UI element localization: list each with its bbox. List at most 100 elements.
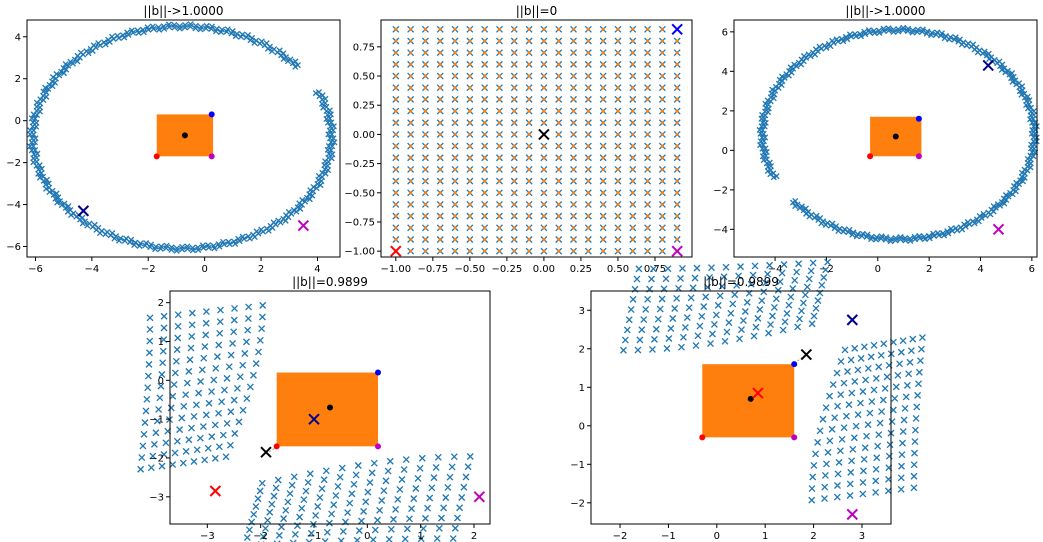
x-tick-label: 1 — [762, 531, 768, 542]
original-point — [409, 179, 413, 183]
original-point — [542, 179, 546, 183]
original-point — [631, 214, 635, 218]
transformed-point — [338, 464, 346, 472]
transformed-point — [938, 30, 945, 37]
transformed-point — [102, 231, 109, 238]
original-point — [423, 249, 428, 253]
original-point — [557, 144, 561, 148]
transformed-point — [872, 477, 880, 485]
transformed-point — [301, 198, 309, 205]
transformed-point — [197, 378, 205, 385]
transformed-point — [947, 34, 954, 41]
original-point — [571, 109, 576, 113]
original-point — [557, 86, 561, 90]
transformed-point — [897, 485, 905, 493]
magenta-dot — [208, 153, 215, 160]
y-tick-label: −2 — [713, 185, 728, 196]
x-tick-label: 0 — [201, 264, 207, 275]
axes-frame — [26, 19, 341, 258]
transformed-point — [899, 428, 907, 436]
original-point — [660, 191, 664, 195]
transformed-point — [385, 535, 393, 542]
original-point — [616, 62, 620, 66]
transformed-point — [872, 374, 880, 382]
transformed-point — [831, 414, 839, 422]
transformed-point — [292, 58, 299, 65]
original-point — [601, 237, 605, 242]
original-point — [586, 144, 590, 148]
original-point — [483, 237, 487, 242]
original-point — [631, 62, 635, 66]
transformed-point — [879, 396, 887, 404]
transformed-point — [850, 434, 858, 442]
transformed-point — [864, 364, 872, 372]
original-point — [586, 97, 590, 101]
original-point — [631, 249, 635, 253]
transformed-point — [828, 425, 836, 433]
transformed-point — [663, 345, 671, 352]
original-point — [483, 179, 487, 183]
original-point — [409, 249, 413, 253]
transformed-point — [195, 389, 203, 397]
original-point — [601, 109, 605, 113]
original-point — [409, 144, 413, 148]
original-point — [438, 27, 442, 31]
transformed-point — [650, 335, 658, 343]
original-point — [616, 109, 620, 113]
transformed-point — [401, 535, 409, 542]
original-point — [660, 214, 664, 218]
original-point — [616, 51, 620, 55]
transformed-point — [155, 405, 163, 413]
transformed-point — [296, 513, 304, 521]
transformed-point — [887, 238, 894, 245]
original-point — [675, 167, 679, 172]
transformed-point — [157, 382, 165, 390]
transformed-point — [265, 227, 272, 234]
transformed-point — [679, 333, 687, 341]
original-point — [586, 86, 590, 90]
transformed-point — [58, 202, 65, 209]
original-point — [601, 156, 605, 160]
transformed-point — [380, 487, 388, 495]
transformed-point — [952, 34, 959, 41]
transformed-point — [442, 494, 450, 502]
transformed-point — [134, 27, 141, 34]
original-point — [453, 179, 457, 183]
transformed-point — [231, 430, 239, 437]
original-point — [438, 97, 442, 101]
transformed-point — [872, 465, 880, 473]
original-point — [512, 97, 516, 101]
transformed-point — [246, 526, 253, 534]
original-point — [557, 191, 561, 195]
transformed-point — [949, 227, 956, 234]
transformed-point — [978, 214, 985, 221]
transformed-point — [160, 324, 168, 332]
transformed-point — [849, 231, 856, 238]
original-point — [675, 202, 679, 207]
transformed-point — [318, 485, 326, 493]
blue-dot — [791, 361, 798, 368]
transformed-point — [818, 281, 826, 289]
transformed-point — [67, 58, 74, 65]
transformed-point — [226, 441, 234, 449]
transformed-point — [707, 340, 714, 348]
transformed-point — [785, 301, 793, 309]
transformed-point — [307, 529, 315, 537]
transformed-point — [874, 442, 882, 450]
original-point — [438, 191, 442, 195]
original-point — [631, 191, 635, 195]
transformed-point — [266, 508, 274, 516]
transformed-point — [926, 235, 933, 242]
transformed-point — [836, 447, 844, 455]
transformed-point — [868, 398, 876, 405]
original-point — [660, 62, 664, 66]
transformed-point — [402, 456, 410, 464]
original-point — [631, 144, 635, 148]
original-point — [468, 86, 472, 90]
transformed-point — [216, 306, 224, 314]
original-point — [542, 214, 546, 218]
transformed-point — [50, 74, 57, 81]
transformed-point — [875, 431, 883, 439]
transformed-point — [449, 535, 457, 542]
chart-title: ||b||->1.0000 — [845, 4, 925, 18]
